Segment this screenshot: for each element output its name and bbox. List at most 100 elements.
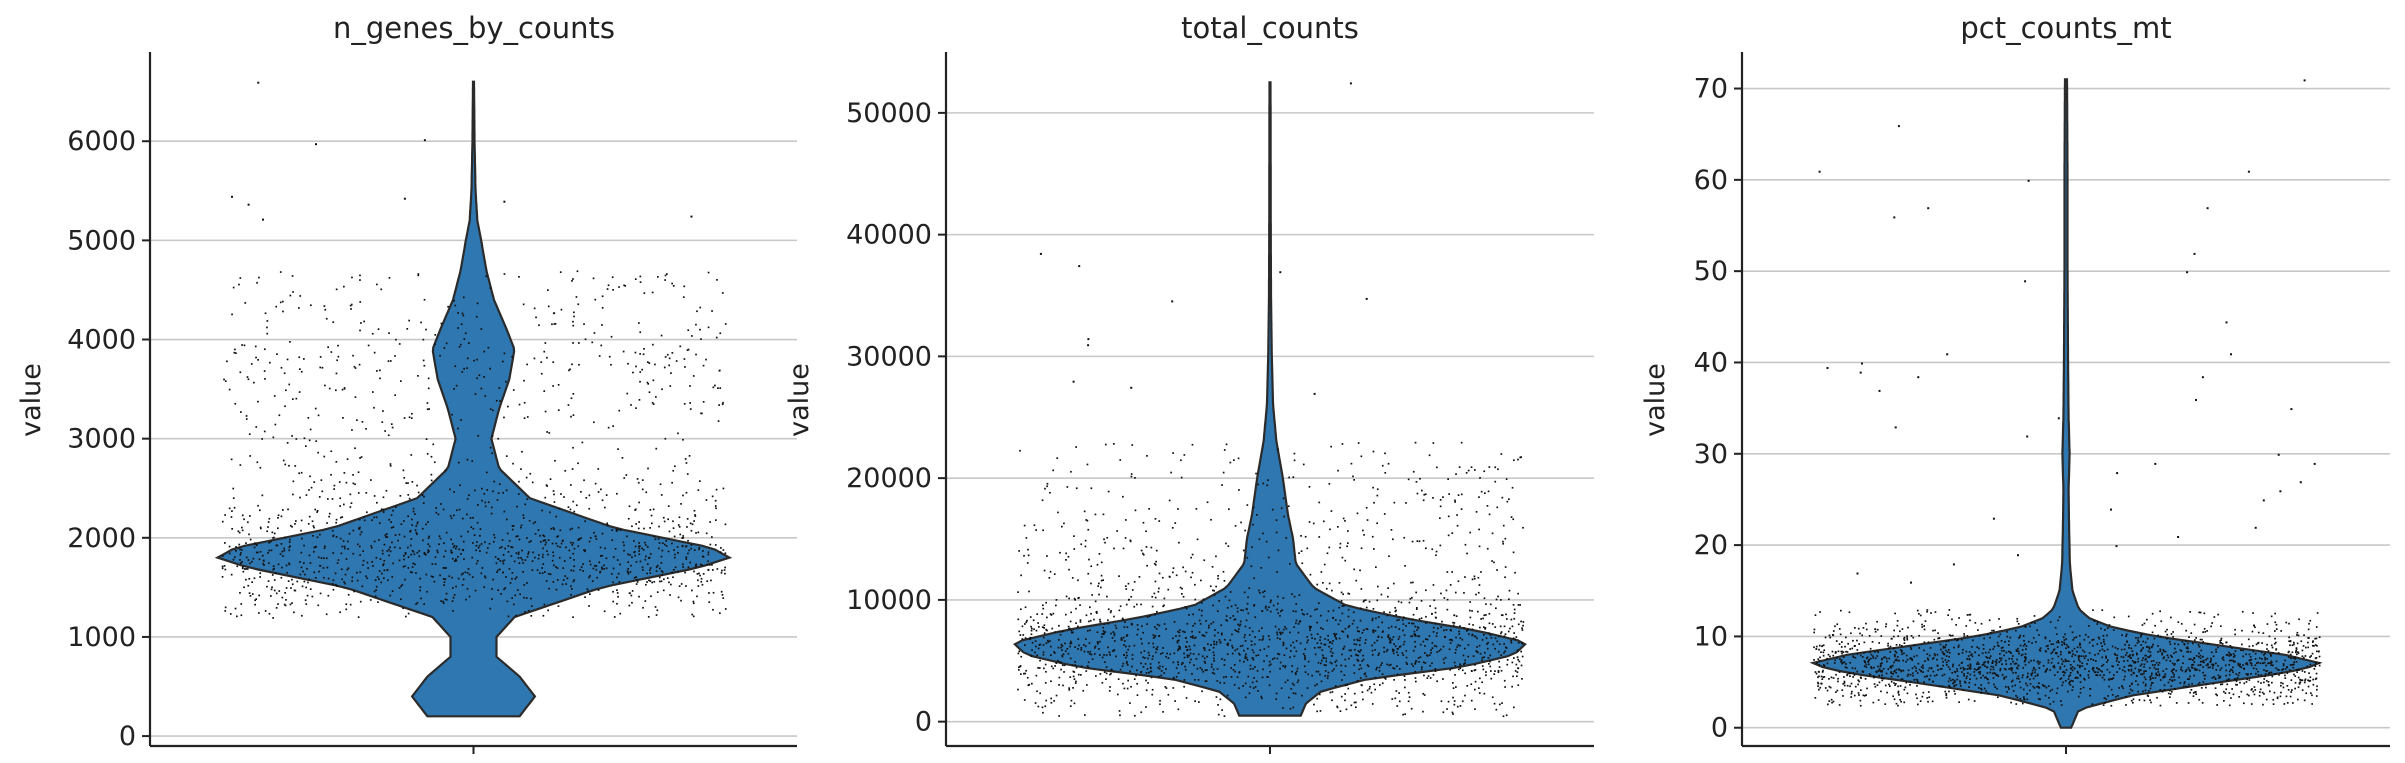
data-point bbox=[2060, 700, 2062, 702]
data-point bbox=[245, 568, 248, 570]
data-point bbox=[300, 471, 303, 474]
data-point bbox=[1484, 651, 1486, 654]
data-point bbox=[1414, 640, 1416, 643]
data-point bbox=[1460, 493, 1463, 496]
data-point bbox=[1911, 672, 1914, 675]
data-point bbox=[1517, 623, 1520, 626]
data-point bbox=[601, 307, 604, 309]
data-point bbox=[1471, 633, 1474, 636]
data-point bbox=[1248, 692, 1251, 695]
data-point bbox=[549, 478, 552, 480]
data-point bbox=[1365, 506, 1368, 509]
data-point bbox=[1045, 642, 1048, 645]
data-point bbox=[1334, 661, 1337, 663]
data-point bbox=[2155, 668, 2157, 670]
data-point bbox=[1148, 671, 1150, 674]
data-point bbox=[398, 587, 401, 589]
data-point bbox=[435, 511, 438, 514]
data-point bbox=[1345, 708, 1348, 711]
data-point bbox=[2143, 622, 2146, 625]
data-point bbox=[1322, 628, 1324, 630]
data-point bbox=[246, 376, 249, 378]
data-point bbox=[419, 586, 422, 588]
data-point bbox=[2271, 652, 2274, 654]
data-point bbox=[491, 598, 493, 600]
data-point bbox=[1489, 603, 1492, 606]
data-point bbox=[1938, 637, 1941, 639]
data-point bbox=[2233, 660, 2235, 663]
data-point bbox=[2172, 668, 2175, 671]
data-point bbox=[616, 589, 618, 591]
data-point bbox=[711, 564, 713, 566]
data-point bbox=[385, 533, 388, 535]
data-point bbox=[1434, 670, 1437, 672]
data-point bbox=[578, 342, 580, 344]
data-point bbox=[1341, 653, 1343, 656]
data-point bbox=[1289, 707, 1292, 710]
data-point bbox=[1357, 659, 1359, 662]
data-point bbox=[1227, 545, 1230, 547]
data-point bbox=[460, 323, 463, 325]
data-point bbox=[407, 515, 409, 518]
data-point bbox=[689, 402, 691, 404]
data-point bbox=[345, 608, 348, 611]
y-tick-label: 0 bbox=[915, 707, 932, 738]
data-point bbox=[627, 571, 629, 574]
data-point bbox=[1356, 679, 1359, 682]
data-point bbox=[1500, 631, 1503, 633]
data-point bbox=[1365, 628, 1368, 630]
data-point bbox=[1426, 638, 1429, 641]
data-point bbox=[1896, 659, 1899, 662]
data-point bbox=[362, 516, 365, 519]
data-point bbox=[2252, 612, 2254, 614]
data-point bbox=[301, 614, 303, 617]
data-point bbox=[1253, 577, 1255, 580]
data-point bbox=[1445, 589, 1448, 592]
data-point bbox=[705, 358, 707, 361]
data-point bbox=[1026, 562, 1029, 564]
data-point bbox=[1497, 671, 1500, 674]
data-point bbox=[1088, 653, 1091, 655]
data-point bbox=[1344, 684, 1347, 687]
data-point bbox=[1126, 687, 1129, 690]
data-point bbox=[247, 378, 250, 381]
data-point bbox=[1383, 646, 1385, 649]
data-point bbox=[234, 348, 236, 351]
data-point bbox=[264, 348, 266, 351]
data-point bbox=[2081, 665, 2084, 667]
data-point bbox=[645, 491, 648, 494]
data-point bbox=[565, 546, 567, 549]
data-point bbox=[2182, 655, 2185, 658]
data-point bbox=[719, 332, 722, 335]
data-point bbox=[1263, 590, 1266, 592]
data-point bbox=[1118, 710, 1121, 712]
data-point bbox=[2031, 669, 2034, 672]
data-point bbox=[1944, 659, 1947, 661]
data-point bbox=[690, 529, 693, 532]
data-point bbox=[658, 542, 661, 544]
data-point bbox=[278, 414, 281, 417]
data-point bbox=[1172, 637, 1174, 640]
data-point bbox=[1055, 604, 1057, 607]
data-point bbox=[1294, 672, 1297, 674]
data-point bbox=[2090, 658, 2092, 660]
data-point bbox=[302, 570, 304, 573]
data-point bbox=[1413, 630, 1416, 633]
data-point bbox=[1418, 661, 1420, 663]
data-point bbox=[2308, 680, 2311, 682]
data-point bbox=[1343, 645, 1346, 648]
data-point bbox=[240, 549, 243, 551]
data-point bbox=[517, 557, 520, 559]
data-point bbox=[445, 592, 448, 595]
data-point bbox=[724, 552, 727, 555]
data-point bbox=[400, 598, 402, 601]
data-point bbox=[398, 343, 401, 345]
data-point bbox=[1136, 633, 1139, 636]
data-point bbox=[1986, 677, 1988, 680]
data-point bbox=[1460, 508, 1463, 510]
data-point bbox=[223, 565, 226, 567]
data-point bbox=[1869, 647, 1872, 650]
data-point bbox=[1073, 535, 1075, 537]
data-point bbox=[598, 355, 601, 357]
data-point bbox=[381, 552, 384, 555]
